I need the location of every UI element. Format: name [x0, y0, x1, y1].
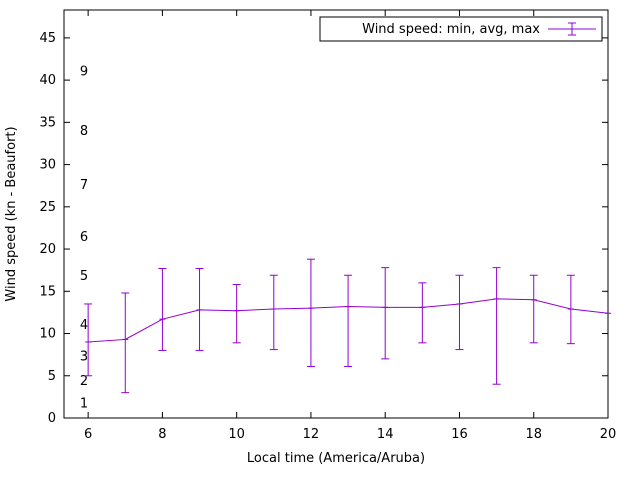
x-tick-label: 16 [451, 427, 468, 442]
x-tick-label: 10 [228, 427, 245, 442]
x-tick-label: 18 [525, 427, 542, 442]
y-tick-label: 30 [39, 158, 56, 173]
legend-sample [548, 22, 596, 36]
y-tick-label: 20 [39, 242, 56, 257]
y-tick-label: 10 [39, 327, 56, 342]
y-tick-label: 0 [48, 411, 56, 426]
beaufort-scale-label: 3 [80, 349, 88, 364]
x-tick-label: 14 [377, 427, 394, 442]
y-tick-label: 15 [39, 284, 56, 299]
beaufort-scale-label: 8 [80, 124, 88, 139]
x-tick-label: 12 [303, 427, 320, 442]
x-axis-label: Local time (America/Aruba) [247, 451, 425, 466]
beaufort-scale-label: 7 [80, 178, 88, 193]
beaufort-scale-label: 9 [80, 65, 88, 80]
y-tick-label: 45 [39, 31, 56, 46]
beaufort-scale-label: 1 [80, 397, 88, 412]
error-bars [84, 258, 611, 394]
y-tick-label: 25 [39, 200, 56, 215]
avg-line [88, 298, 609, 343]
x-tick-label: 6 [84, 427, 92, 442]
beaufort-scale-label: 6 [80, 230, 88, 245]
y-tick-label: 5 [48, 369, 56, 384]
x-tick-label: 8 [158, 427, 166, 442]
beaufort-scale-label: 5 [80, 269, 88, 284]
x-tick-label: 20 [600, 427, 617, 442]
legend-label: Wind speed: min, avg, max [362, 22, 540, 37]
y-tick-label: 35 [39, 115, 56, 130]
beaufort-scale-label: 2 [80, 374, 88, 389]
plot-border [63, 9, 609, 419]
beaufort-scale-label: 4 [80, 318, 88, 333]
y-tick-label: 40 [39, 73, 56, 88]
legend-box [319, 16, 603, 42]
y-axis-label: Wind speed (kn - Beaufort) [4, 126, 19, 301]
